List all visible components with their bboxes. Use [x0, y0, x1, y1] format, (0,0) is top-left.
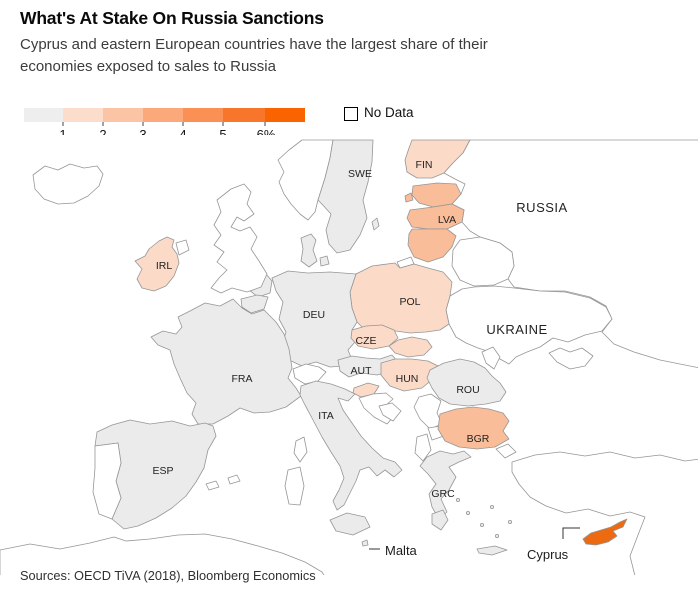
country-pol: [349, 262, 453, 335]
legend-swatch-3-4: [143, 108, 183, 122]
country-cze: [350, 324, 399, 350]
country-ita: [299, 380, 403, 511]
island-sardinia: [284, 466, 305, 506]
peninsula-peloponnese: [431, 509, 449, 531]
source-attribution: Sources: OECD TiVA (2018), Bloomberg Eco…: [20, 568, 316, 583]
legend-swatch-1-2: [63, 108, 103, 122]
no-data-swatch: [344, 107, 358, 121]
aegean-islands: [455, 497, 512, 539]
island-saaremaa: [404, 192, 414, 203]
map-label-pol: POL: [399, 296, 420, 308]
country-mlt: [361, 539, 369, 547]
map-label-lva: LVA: [438, 214, 456, 226]
country-alb: [414, 433, 432, 462]
map-label-hun: HUN: [396, 373, 419, 385]
legend-swatch-5-6: [223, 108, 265, 122]
country-prt: [92, 442, 122, 520]
no-data-label: No Data: [364, 105, 414, 120]
map-label-swe: SWE: [348, 168, 372, 180]
balearic-islands: [205, 474, 241, 491]
map-label-aut: AUT: [351, 365, 373, 377]
island-zealand: [319, 255, 330, 267]
legend-swatch-lt1: [24, 108, 63, 122]
map-label-fra: FRA: [232, 373, 253, 385]
island-corsica: [293, 436, 308, 463]
country-gbr: [210, 183, 268, 294]
map-label-grc: GRC: [431, 488, 455, 500]
country-bgr: [437, 406, 510, 450]
color-scale-legend: 1 2 3 4 5 6%: [24, 108, 305, 142]
map-label-esp: ESP: [152, 465, 173, 477]
country-ukr: [445, 285, 613, 365]
country-bel: [240, 294, 269, 314]
island-gotland: [371, 217, 380, 231]
legend-tick-label-5: 5: [219, 127, 226, 142]
region-turkish-thrace: [495, 443, 517, 459]
map-label-malta: Malta: [385, 543, 418, 558]
map-label-irl: IRL: [156, 260, 173, 272]
map-label-russia: RUSSIA: [516, 200, 567, 215]
subtitle-line-2: economies exposed to sales to Russia: [20, 57, 276, 75]
map-label-ukraine: UKRAINE: [486, 322, 547, 337]
country-blr: [451, 236, 515, 287]
country-che: [292, 363, 327, 385]
europe-map: SWE FIN LVA RUSSIA IRL POL DEU CZE UKRAI…: [0, 135, 698, 575]
page-title: What's At Stake On Russia Sanctions: [20, 8, 324, 28]
map-label-rou: ROU: [456, 384, 479, 396]
map-label-bgr: BGR: [467, 433, 490, 445]
country-isl: [32, 163, 104, 205]
coast-north-africa: [0, 533, 325, 575]
map-label-fin: FIN: [416, 159, 433, 171]
country-bih: [378, 402, 402, 422]
legend-swatch-gt6: [265, 108, 305, 122]
country-grc: [419, 450, 472, 520]
map-label-deu: DEU: [303, 309, 325, 321]
country-fra: [150, 298, 302, 425]
chart-subtitle: Cyprus and eastern European countries ha…: [20, 34, 620, 77]
island-sicily: [329, 512, 371, 536]
legend-tick-label-1: 1: [59, 127, 66, 142]
map-label-cyprus: Cyprus: [527, 547, 569, 562]
legend-swatch-4-5: [183, 108, 223, 122]
country-ltu: [407, 228, 457, 263]
map-label-cze: CZE: [356, 335, 377, 347]
country-cyp: [582, 518, 628, 546]
legend-tick-label-2: 2: [99, 127, 106, 142]
country-dnk: [300, 233, 318, 268]
country-swe: [317, 139, 374, 254]
country-rou: [426, 358, 507, 407]
legend-tick-label-3: 3: [139, 127, 146, 142]
region-northern-ireland: [175, 239, 190, 256]
legend-swatch-2-3: [103, 108, 143, 122]
island-crete: [476, 545, 508, 556]
cyprus-leader-line: [562, 527, 580, 539]
legend-tick-label-4: 4: [179, 127, 186, 142]
country-mda: [481, 346, 501, 370]
country-irl: [134, 236, 180, 292]
peninsula-crimea: [548, 347, 594, 370]
country-tur: [511, 451, 698, 575]
map-label-ita: ITA: [318, 410, 334, 422]
subtitle-line-1: Cyprus and eastern European countries ha…: [20, 36, 488, 53]
country-svk: [388, 336, 433, 358]
country-lva: [406, 203, 465, 230]
